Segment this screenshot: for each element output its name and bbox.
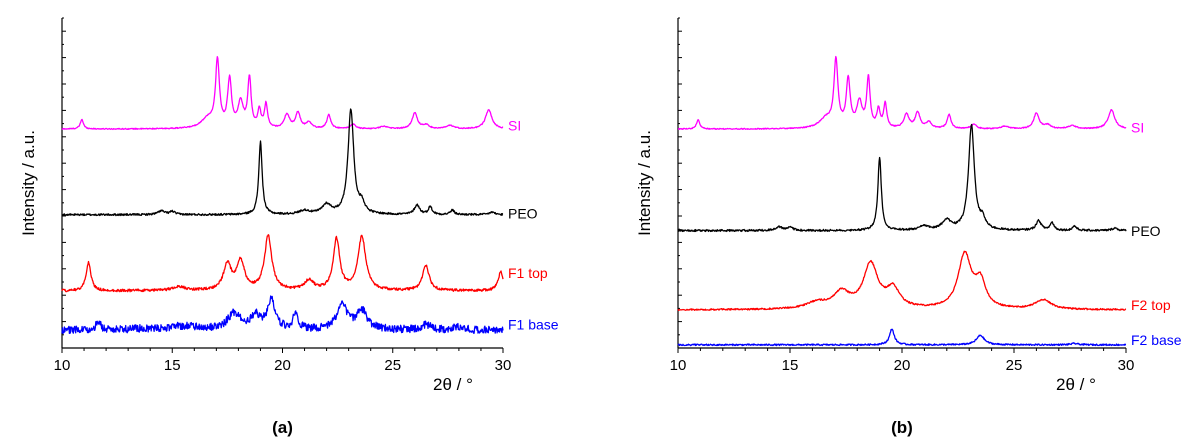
series-label-si: SI [1131,119,1144,135]
x-axis-title: 2θ / ° [1056,375,1096,394]
series-label-peo: PEO [1131,223,1161,239]
series-label-f1-base: F1 base [508,316,559,332]
x-tick-label: 30 [495,357,512,374]
series-line-si [677,55,1127,130]
panel-label: (a) [272,418,293,437]
series-label-f1-top: F1 top [508,265,548,281]
series-label-si: SI [508,118,521,134]
y-axis-title: Intensity / a.u. [19,130,38,236]
x-axis-title: 2θ / ° [433,375,473,394]
panel-a-chart: 10 15 20 25 30 2θ / ° Intensity / a.u. (a) SI PEO… [19,17,559,437]
x-tick-label: 15 [164,357,181,374]
x-tick-label: 20 [274,357,291,374]
panel-b-chart: 10 15 20 25 30 2θ / ° Intensity / a.u. (b) SI PEO… [635,17,1182,437]
x-tick-label: 10 [54,357,71,374]
series-line-f2-top [677,250,1127,312]
series-line-f1-base [61,295,504,335]
x-tick-label: 10 [670,357,687,374]
series-label-peo: PEO [508,206,538,222]
panel-label: (b) [891,418,913,437]
series-label-f2-top: F2 top [1131,297,1171,313]
series-line-si [61,56,504,131]
x-tick-label: 25 [1006,357,1023,374]
series-line-peo [61,108,504,217]
x-tick-label: 30 [1118,357,1135,374]
series-line-f1-top [61,234,504,293]
x-tick-label: 15 [782,357,799,374]
series-line-f2-base [677,328,1127,347]
series-line-peo [677,123,1127,233]
y-axis-title: Intensity / a.u. [635,130,654,236]
series-label-f2-base: F2 base [1131,332,1182,348]
x-tick-label: 25 [384,357,401,374]
x-tick-label: 20 [894,357,911,374]
